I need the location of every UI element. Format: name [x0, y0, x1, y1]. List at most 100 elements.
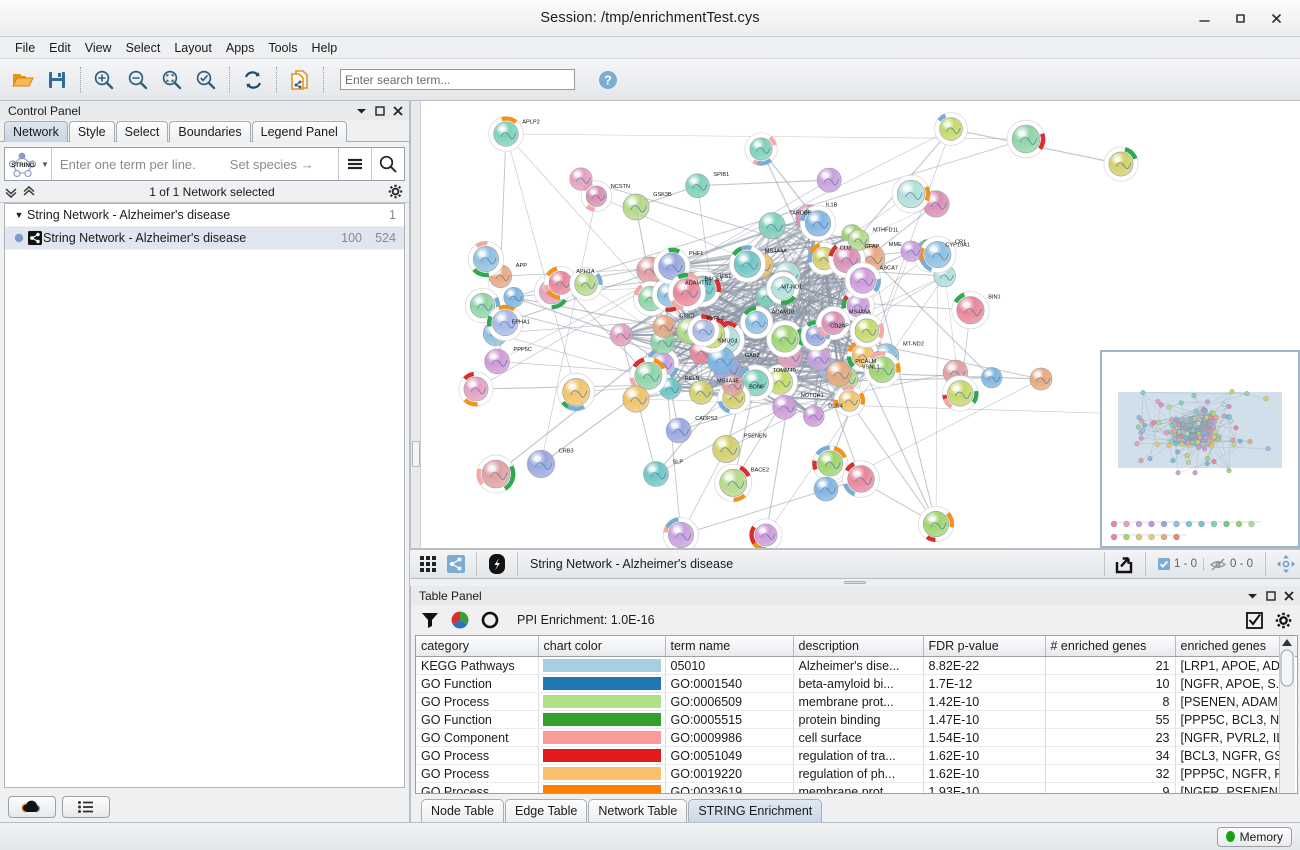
tab-network-table[interactable]: Network Table	[588, 799, 688, 822]
help-icon[interactable]: ?	[591, 63, 625, 97]
control-panel-dropdown-icon[interactable]	[356, 107, 367, 115]
filter-icon[interactable]	[421, 611, 439, 629]
table-vertical-scrollbar[interactable]	[1279, 636, 1295, 793]
network-view-container: MT-ND2 MT-ND1 VSNL1 GAB2 ITS1 IL1B CLU MME NOTCH…	[410, 101, 1300, 579]
selected-nodes-indicator[interactable]: 1 - 0	[1152, 558, 1203, 570]
close-button[interactable]	[1258, 4, 1294, 34]
zoom-fit-icon[interactable]	[155, 63, 189, 97]
zoom-selected-icon[interactable]	[189, 63, 223, 97]
network-graph-svg[interactable]: MT-ND2 MT-ND1 VSNL1 GAB2 ITS1 IL1B CLU MME NOTCH…	[421, 101, 1300, 549]
string-species-caret-icon[interactable]: ▼	[41, 159, 49, 169]
string-search-icon[interactable]	[372, 148, 404, 180]
col-category[interactable]: category	[416, 636, 539, 657]
tree-expander-icon[interactable]: ▼	[14, 210, 24, 220]
control-panel-float-icon[interactable]	[375, 105, 385, 116]
col-chart-color[interactable]: chart color	[538, 636, 666, 657]
cell-fdr-pvalue: 1.7E-12	[923, 674, 1046, 693]
table-row[interactable]: KEGG Pathways 05010 Alzheimer's dise... 8.8…	[416, 656, 1297, 675]
expand-all-icon[interactable]	[22, 185, 36, 198]
network-tree-group-row[interactable]: ▼ String Network - Alzheimer's disease 1	[5, 204, 404, 227]
memory-indicator[interactable]: Memory	[1216, 826, 1292, 847]
toolbar-separator	[80, 66, 81, 93]
menu-file[interactable]: File	[15, 40, 36, 55]
table-row[interactable]: GO Component GO:0009986 cell surface 1.54E-…	[416, 728, 1297, 747]
table-panel-title: Table Panel	[419, 588, 482, 603]
control-panel-close-icon[interactable]	[393, 105, 403, 116]
tab-boundaries[interactable]: Boundaries	[169, 121, 251, 142]
table-panel-close-icon[interactable]	[1284, 590, 1294, 601]
zoom-in-icon[interactable]	[87, 63, 121, 97]
settings-gear-icon[interactable]	[1275, 612, 1292, 629]
collapse-all-icon[interactable]	[4, 186, 18, 198]
svg-text:SLP: SLP	[673, 460, 684, 466]
network-tree-child-row[interactable]: String Network - Alzheimer's disease 100…	[5, 227, 404, 250]
svg-text:APH1A: APH1A	[576, 269, 595, 275]
open-folder-icon[interactable]	[6, 63, 40, 97]
cell-chart-color	[538, 674, 666, 693]
cell-description: regulation of tra...	[793, 746, 924, 765]
menu-edit[interactable]: Edit	[49, 40, 71, 55]
tab-string-enrichment[interactable]: STRING Enrichment	[688, 799, 823, 822]
menu-apps[interactable]: Apps	[225, 40, 255, 55]
zoom-out-icon[interactable]	[121, 63, 155, 97]
panel-split-handle[interactable]	[410, 579, 1300, 586]
tab-network[interactable]: Network	[4, 121, 68, 142]
menu-view[interactable]: View	[84, 40, 112, 55]
save-icon[interactable]	[40, 63, 74, 97]
col-fdr-pvalue[interactable]: FDR p-value	[923, 636, 1046, 657]
refresh-icon[interactable]	[236, 63, 270, 97]
table-panel-float-icon[interactable]	[1266, 590, 1276, 601]
menu-bar: File Edit View Select Layout Apps Tools …	[0, 37, 1300, 59]
network-scroll-thumb[interactable]	[412, 441, 420, 467]
table-row[interactable]: GO Process GO:0051049 regulation of tra...…	[416, 746, 1297, 765]
svg-text:APP: APP	[516, 263, 527, 269]
donut-chart-icon[interactable]	[481, 611, 499, 629]
string-options-menu-icon[interactable]	[339, 148, 371, 180]
network-settings-gear-icon[interactable]	[388, 184, 403, 199]
control-panel-title: Control Panel	[8, 103, 81, 118]
table-row[interactable]: GO Process GO:0033619 membrane prot... 1.93…	[416, 782, 1297, 793]
col-description[interactable]: description	[793, 636, 924, 657]
table-row[interactable]: GO Process GO:0019220 regulation of ph... 1…	[416, 764, 1297, 783]
table-panel-dropdown-icon[interactable]	[1247, 592, 1258, 600]
network-vertical-scrollbar[interactable]	[411, 101, 421, 548]
maximize-button[interactable]	[1222, 4, 1258, 34]
table-row[interactable]: GO Function GO:0001540 beta-amyloid bi... 1…	[416, 674, 1297, 693]
cloud-icon[interactable]	[8, 796, 56, 818]
list-icon[interactable]	[62, 796, 110, 818]
network-overview-panel[interactable]	[1100, 350, 1300, 548]
svg-text:EPHA1: EPHA1	[512, 319, 530, 325]
search-input[interactable]: Enter search term...	[340, 69, 575, 90]
menu-tools[interactable]: Tools	[268, 40, 298, 55]
menu-help[interactable]: Help	[311, 40, 338, 55]
menu-layout[interactable]: Layout	[174, 40, 212, 55]
table-row[interactable]: GO Process GO:0006509 membrane prot... 1.42…	[416, 692, 1297, 711]
tab-legend-panel[interactable]: Legend Panel	[251, 121, 347, 142]
netbar-separator-3	[1103, 552, 1105, 576]
col-enriched-gene-count[interactable]: # enriched genes	[1045, 636, 1176, 657]
col-enriched-genes[interactable]: enriched genes	[1175, 636, 1297, 657]
export-image-icon[interactable]	[1111, 551, 1139, 577]
checkbox-icon[interactable]	[1246, 611, 1263, 629]
tab-style[interactable]: Style	[68, 121, 115, 142]
hidden-nodes-indicator[interactable]: 0 - 0	[1202, 557, 1259, 571]
network-canvas[interactable]: MT-ND2 MT-ND1 VSNL1 GAB2 ITS1 IL1B CLU MME NOTCH…	[410, 101, 1300, 549]
color-wheel-icon[interactable]	[451, 611, 469, 629]
share-layout-icon[interactable]	[442, 551, 470, 577]
tab-edge-table[interactable]: Edge Table	[505, 799, 588, 822]
string-term-input[interactable]: Enter one term per line. Set species →	[52, 157, 338, 172]
export-network-icon[interactable]	[283, 63, 317, 97]
svg-text:PICALM: PICALM	[855, 359, 876, 365]
annotation-icon[interactable]	[483, 551, 511, 577]
menu-select[interactable]: Select	[125, 40, 161, 55]
tab-node-table[interactable]: Node Table	[421, 799, 505, 822]
fit-content-icon[interactable]	[1272, 551, 1300, 577]
tab-select[interactable]: Select	[115, 121, 169, 142]
col-term-name[interactable]: term name	[665, 636, 794, 657]
svg-text:PHF1: PHF1	[689, 251, 703, 257]
minimize-button[interactable]	[1186, 4, 1222, 34]
title-bar: Session: /tmp/enrichmentTest.cys	[0, 0, 1300, 37]
grid-layout-icon[interactable]	[414, 551, 442, 577]
string-set-species-link[interactable]: Set species →	[229, 156, 314, 172]
table-row[interactable]: GO Function GO:0005515 protein binding 1.47…	[416, 710, 1297, 729]
